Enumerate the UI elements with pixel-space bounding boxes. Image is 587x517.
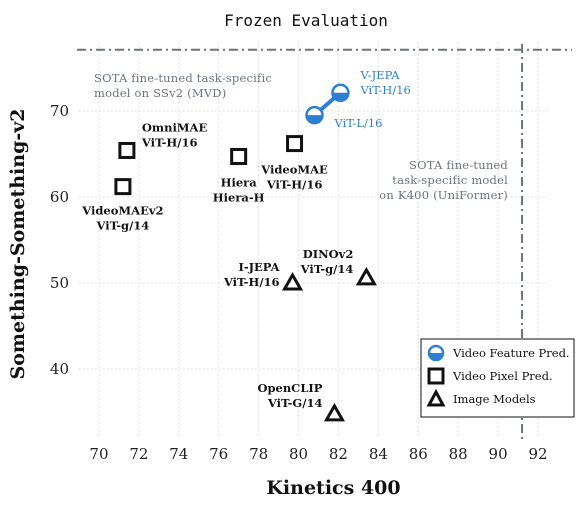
data-label: ViT-H/16	[359, 83, 410, 97]
data-label: Hiera	[221, 175, 258, 189]
x-tick-label: 74	[169, 445, 188, 463]
data-label: ViT-g/14	[96, 219, 150, 233]
legend-label: Video Feature Pred.	[452, 346, 570, 360]
x-tick-label: 88	[449, 445, 468, 463]
x-axis-title: Kinetics 400	[266, 477, 400, 499]
legend-marker-square	[427, 367, 445, 385]
y-tick-label: 70	[50, 102, 69, 120]
data-point-triangle	[323, 402, 346, 422]
x-tick-label: 72	[129, 445, 148, 463]
x-tick-label: 84	[369, 445, 388, 463]
sota-ssv2-label: model on SSv2 (MVD)	[94, 86, 226, 100]
data-label: VideoMAEv2	[81, 204, 163, 218]
data-label: OpenCLIP	[257, 381, 322, 395]
data-label: ViT-H/16	[223, 275, 280, 289]
y-tick-label: 60	[50, 188, 69, 206]
data-label: ViT-g/14	[300, 262, 354, 276]
data-point-square	[114, 178, 132, 196]
data-label: ViT-G/14	[267, 396, 323, 410]
y-axis-title: Something-Something-v2	[7, 108, 29, 379]
x-tick-label: 82	[329, 445, 348, 463]
x-tick-label: 92	[528, 445, 547, 463]
data-label: Hiera-H	[213, 190, 265, 204]
data-label: VideoMAE	[260, 163, 328, 177]
x-tick-label: 86	[409, 445, 428, 463]
data-label: V-JEPA	[359, 68, 400, 82]
legend-label: Image Models	[453, 392, 536, 406]
data-point-half-circle-fill	[332, 92, 349, 101]
x-tick-label: 76	[209, 445, 228, 463]
data-point-square	[118, 141, 136, 159]
sota-k400-label: on K400 (UniFormer)	[379, 188, 508, 202]
legend-box	[420, 338, 575, 418]
data-point-square	[286, 135, 304, 153]
data-point-triangle	[355, 266, 377, 286]
y-tick-label: 40	[50, 360, 69, 378]
legend-marker-half-circle-fill	[429, 353, 443, 360]
x-tick-label: 90	[489, 445, 508, 463]
data-label: DINOv2	[303, 247, 354, 261]
data-point-square	[230, 147, 248, 165]
legend-marker-triangle	[426, 388, 446, 407]
sota-ssv2-label: SOTA fine-tuned task-specific	[94, 71, 272, 85]
data-label: ViT-L/16	[333, 116, 382, 130]
x-tick-label: 78	[249, 445, 268, 463]
x-tick-label: 80	[289, 445, 308, 463]
sota-k400-label: SOTA fine-tuned	[409, 158, 508, 172]
data-label: OmniMAE	[142, 120, 208, 134]
sota-k400-label: task-specific model	[392, 173, 508, 187]
data-point-triangle	[281, 272, 304, 291]
x-tick-label: 70	[89, 445, 108, 463]
data-label: I-JEPA	[238, 260, 280, 274]
data-label: ViT-H/16	[141, 135, 198, 149]
chart-title: Frozen Evaluation	[224, 11, 388, 30]
y-tick-label: 50	[50, 274, 69, 292]
data-point-half-circle-fill	[306, 115, 323, 124]
legend-label: Video Pixel Pred.	[452, 369, 553, 383]
data-label: ViT-H/16	[266, 178, 323, 192]
